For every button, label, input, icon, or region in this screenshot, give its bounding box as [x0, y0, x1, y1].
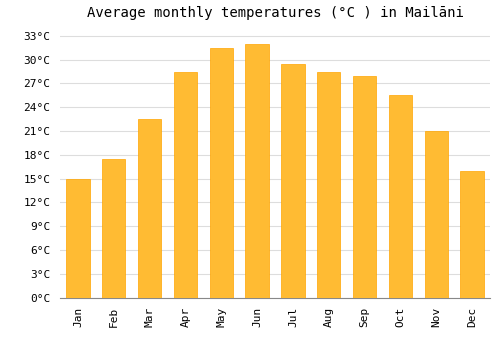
Bar — [353, 76, 376, 298]
Bar — [174, 72, 197, 298]
Bar — [102, 159, 126, 298]
Bar — [317, 72, 340, 298]
Title: Average monthly temperatures (°C ) in Mailāni: Average monthly temperatures (°C ) in Ma… — [86, 6, 464, 20]
Bar — [210, 48, 233, 298]
Bar — [138, 119, 161, 298]
Bar — [66, 178, 90, 298]
Bar — [282, 64, 304, 298]
Bar — [424, 131, 448, 298]
Bar — [460, 171, 483, 298]
Bar — [389, 95, 412, 298]
Bar — [246, 44, 268, 298]
